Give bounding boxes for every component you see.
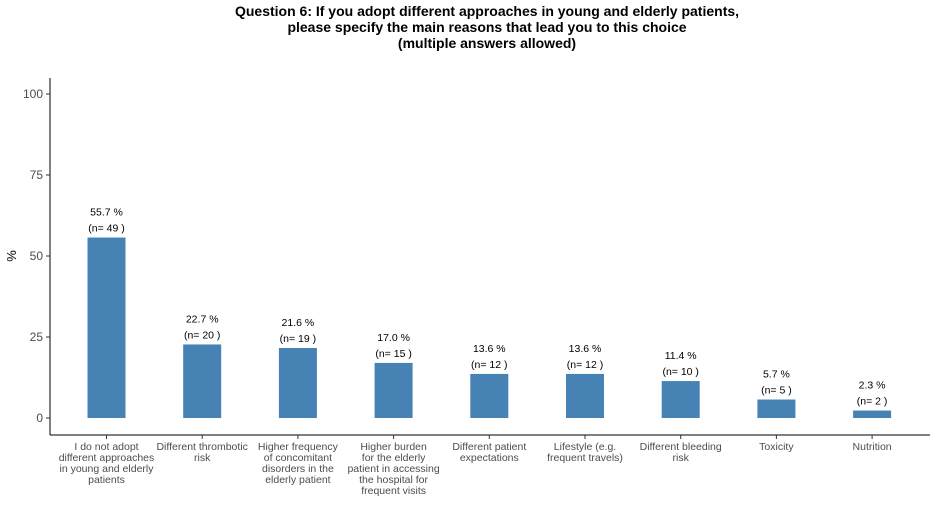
bar: [853, 410, 892, 418]
bar-n-label: (n= 20 ): [184, 329, 220, 341]
x-tick-label: frequent visits: [361, 485, 426, 497]
x-tick-label: Higher frequency: [258, 441, 339, 453]
bar: [374, 362, 413, 418]
bar: [661, 381, 700, 418]
x-tick-label: Different thrombotic: [156, 441, 247, 453]
y-tick-label: 50: [30, 249, 44, 263]
y-tick-label: 0: [36, 411, 43, 425]
bar: [566, 373, 604, 418]
x-tick-label: risk: [194, 452, 211, 464]
bar-n-label: (n= 2 ): [857, 396, 888, 408]
x-tick-label: Higher burden: [360, 441, 427, 453]
x-tick-label: the hospital for: [359, 474, 428, 486]
y-axis-title: %: [4, 250, 19, 262]
bar-n-label: (n= 5 ): [761, 385, 792, 397]
bar: [183, 344, 222, 418]
x-tick-label: of concomitant: [264, 452, 332, 464]
x-tick-label: Toxicity: [759, 441, 794, 453]
bar-n-label: (n= 10 ): [662, 366, 698, 378]
bar-value-label: 21.6 %: [282, 317, 315, 329]
y-tick-label: 25: [30, 330, 44, 344]
y-tick-label: 100: [23, 87, 43, 101]
bar-n-label: (n= 49 ): [88, 223, 124, 235]
x-tick-label: risk: [673, 452, 690, 464]
bar-n-label: (n= 12 ): [567, 359, 603, 371]
bar-n-label: (n= 15 ): [375, 348, 411, 360]
bar-n-label: (n= 12 ): [471, 359, 507, 371]
bar-value-label: 17.0 %: [377, 332, 410, 344]
chart-title: Question 6: If you adopt different appro…: [234, 3, 740, 51]
bar: [278, 348, 317, 418]
bar: [470, 373, 509, 418]
bar-value-label: 11.4 %: [665, 350, 697, 362]
x-tick-label: I do not adopt: [74, 441, 138, 453]
x-tick-label: different approaches: [59, 452, 155, 464]
bar-value-label: 13.6 %: [473, 343, 506, 355]
x-tick-label: Lifestyle (e.g.: [554, 441, 616, 453]
x-tick-label: for the elderly: [362, 452, 426, 464]
x-tick-label: patient in accessing: [347, 463, 439, 475]
bar-value-label: 55.7 %: [90, 207, 123, 219]
x-tick-label: in young and elderly: [60, 463, 155, 475]
bar-value-label: 5.7 %: [763, 369, 790, 381]
bar: [757, 399, 796, 418]
bar-value-label: 13.6 %: [569, 343, 602, 355]
x-tick-label: Nutrition: [853, 441, 892, 453]
bar: [87, 237, 126, 418]
x-tick-label: expectations: [460, 452, 519, 464]
x-tick-label: disorders in the: [262, 463, 334, 475]
bar-n-label: (n= 19 ): [280, 333, 316, 345]
x-tick-label: elderly patient: [265, 474, 330, 486]
x-tick-label: frequent travels): [547, 452, 623, 464]
x-tick-label: Different bleeding: [640, 441, 722, 453]
bar-value-label: 22.7 %: [186, 313, 219, 325]
y-tick-label: 75: [30, 168, 44, 182]
bar-value-label: 2.3 %: [859, 380, 886, 392]
x-tick-label: Different patient: [452, 441, 526, 453]
x-tick-label: patients: [88, 474, 125, 486]
